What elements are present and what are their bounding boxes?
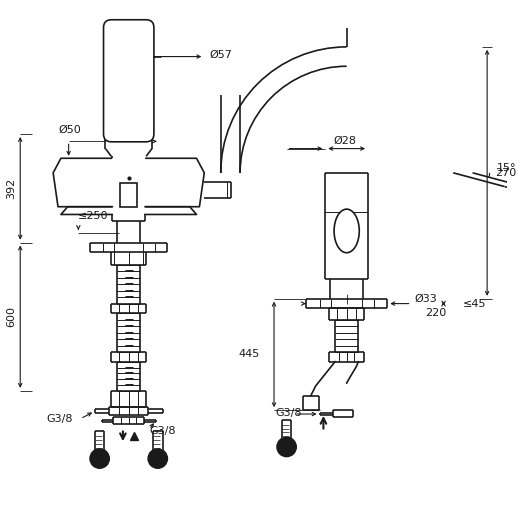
Text: 600: 600 [6, 306, 17, 327]
Text: 392: 392 [6, 178, 17, 199]
Text: ≤45: ≤45 [463, 298, 486, 308]
Text: 15°: 15° [497, 163, 516, 173]
Text: Ø28: Ø28 [333, 136, 356, 146]
Text: Ø50: Ø50 [58, 125, 81, 135]
Circle shape [90, 449, 109, 469]
Text: 270: 270 [495, 168, 516, 178]
Circle shape [148, 449, 167, 469]
Text: 445: 445 [238, 349, 259, 359]
Text: Ø57: Ø57 [209, 49, 232, 60]
Ellipse shape [334, 209, 359, 253]
Text: G3/8: G3/8 [275, 408, 302, 418]
Text: ≤250: ≤250 [79, 212, 109, 222]
FancyBboxPatch shape [120, 183, 137, 207]
Circle shape [277, 437, 296, 457]
Text: 220: 220 [425, 308, 446, 318]
Text: G3/8: G3/8 [46, 414, 73, 424]
FancyBboxPatch shape [103, 20, 154, 142]
Text: G3/8: G3/8 [149, 426, 176, 436]
Text: Ø33: Ø33 [414, 294, 437, 304]
